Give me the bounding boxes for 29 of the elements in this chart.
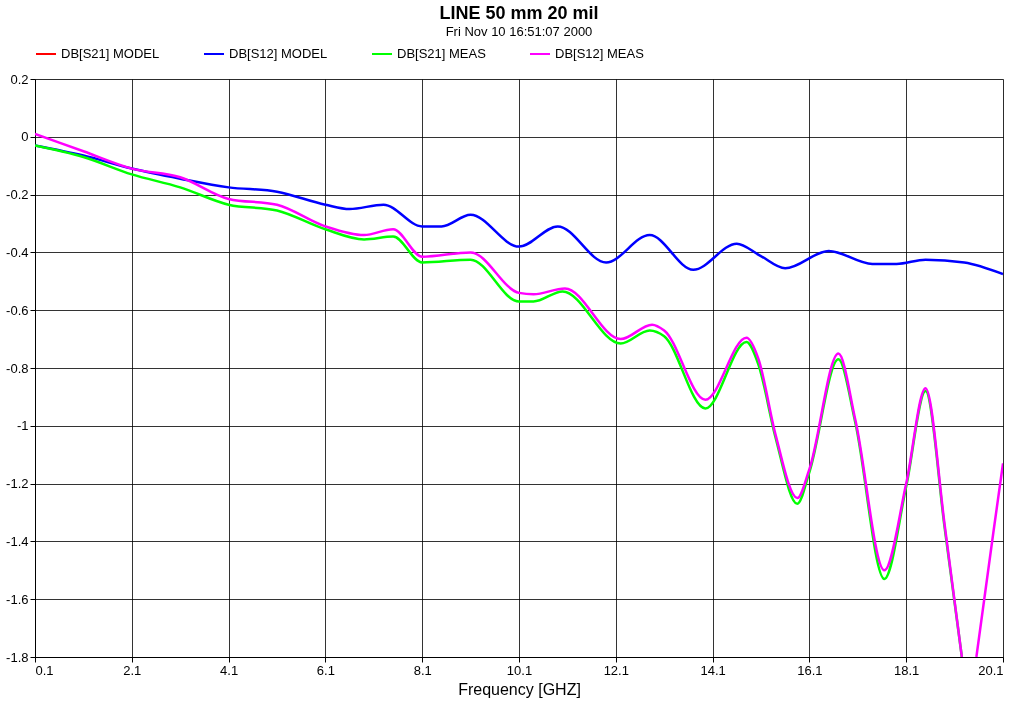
legend-label: DB[S12] MEAS xyxy=(555,46,645,61)
x-tick-label: 4.1 xyxy=(220,662,239,678)
legend-label: DB[S21] MODEL xyxy=(61,46,160,61)
y-tick-label: -0.4 xyxy=(6,244,29,260)
x-tick-label: 2.1 xyxy=(123,662,142,678)
x-axis-title: Frequency [GHZ] xyxy=(458,680,581,698)
y-tick-label: -1.6 xyxy=(6,591,29,607)
legend-label: DB[S12] MODEL xyxy=(229,46,328,61)
y-tick-label: -1.2 xyxy=(6,476,29,492)
y-tick-label: -1.8 xyxy=(6,649,29,665)
y-tick-label: -1 xyxy=(16,418,29,434)
x-tick-label: 0.1 xyxy=(35,662,54,678)
x-tick-label: 12.1 xyxy=(603,662,629,678)
x-tick-label: 14.1 xyxy=(700,662,726,678)
x-tick-label: 10.1 xyxy=(506,662,533,678)
x-tick-label: 6.1 xyxy=(316,662,335,678)
y-tick-label: -1.4 xyxy=(6,533,29,549)
x-tick-label: 20.1 xyxy=(978,662,1004,678)
y-tick-label: 0 xyxy=(21,129,29,145)
x-tick-label: 8.1 xyxy=(413,662,432,678)
y-tick-label: 0.2 xyxy=(10,71,29,87)
y-tick-label: -0.8 xyxy=(6,360,29,376)
legend-label: DB[S21] MEAS xyxy=(397,46,487,61)
x-tick-label: 18.1 xyxy=(894,662,920,678)
y-tick-label: -0.2 xyxy=(6,187,29,203)
y-tick-label: -0.6 xyxy=(6,302,29,318)
chart-subtitle: Fri Nov 10 16:51:07 2000 xyxy=(445,24,593,39)
chart-title: LINE 50 mm 20 mil xyxy=(439,3,599,23)
x-tick-label: 16.1 xyxy=(797,662,823,678)
